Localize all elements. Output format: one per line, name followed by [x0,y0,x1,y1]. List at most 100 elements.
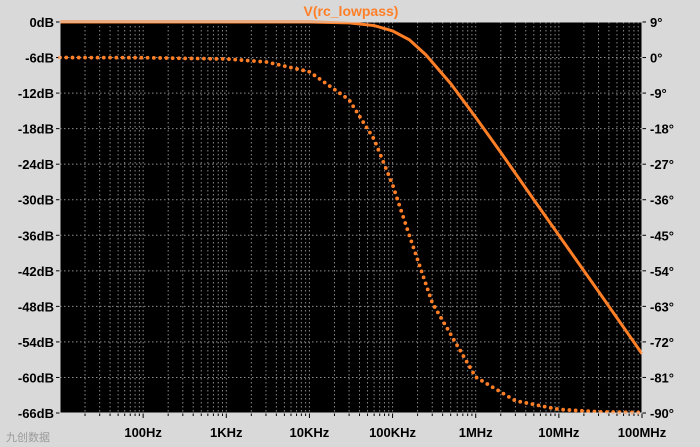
phase-dot [530,402,535,407]
phase-dot [381,159,386,164]
phase-dot [214,56,219,61]
y-left-tick-label: -30dB [18,193,54,208]
phase-dot [388,178,393,183]
x-axis: 100Hz 1KHz 10KHz 100KHz 1MHz 10MHz 100MHz [84,413,667,440]
phase-dot [401,215,406,219]
y-axis-left: 0dB -6dB -12dB -18dB -24dB -30dB -36dB -42dB -48… [18,15,60,421]
phase-dot [220,57,225,61]
phase-dot [170,56,175,61]
phase-dot [264,60,269,64]
phase-dot [425,287,430,292]
phase-dot [145,55,150,60]
phase-dot [354,109,359,114]
phase-dot [189,56,194,61]
phase-dot [506,394,511,399]
y-right-tick-label: 9° [650,15,662,30]
y-right-tick-label: -9° [650,86,667,101]
phase-dot [485,382,490,386]
phase-dot [351,104,356,109]
phase-dot [464,359,469,364]
y-right-tick-label: -72° [650,335,674,350]
phase-dot [405,227,410,232]
phase-dot [411,245,416,250]
phase-dot [270,61,275,66]
chart-title: V(rc_lowpass) [304,3,399,19]
y-axis-right: 9° 0° -9° -18° -27° -36° -45° -54° -63° -72° -81° -… [642,15,674,421]
phase-dot [393,190,397,195]
phase-dot [419,269,424,274]
phase-dot [276,62,281,67]
phase-dot [458,348,463,353]
phase-dot [573,408,578,413]
phase-dot [245,58,250,63]
phase-dot [415,257,420,262]
phase-dot [126,55,131,60]
phase-dot [327,84,332,89]
phase-dot [496,388,500,393]
phase-dot [567,408,572,412]
phase-dot [282,64,287,69]
phase-dot [397,202,402,207]
x-tick-label: 100MHz [618,425,667,440]
phase-dot [561,407,566,412]
phase-dot [467,365,472,369]
phase-dot [89,55,94,60]
phase-dot [151,55,156,60]
phase-dot [383,166,388,170]
phase-dot [239,58,244,62]
plot-frame [59,21,643,414]
x-tick-label: 1MHz [459,425,493,440]
phase-dot [176,56,181,61]
phase-dot [158,56,163,60]
phase-dot [338,91,342,96]
phase-dot [409,239,414,244]
y-right-tick-label: -27° [650,157,674,172]
phase-dot [586,409,591,414]
phase-dot [70,55,75,60]
phase-dot [386,172,391,176]
y-left-tick-label: -6dB [25,51,54,66]
phase-dot [501,391,506,396]
phase-trace [58,55,641,415]
phase-dot [289,65,293,70]
y-right-tick-label: 0° [650,51,662,66]
phase-dot [413,251,418,256]
x-tick-label: 100Hz [124,425,162,440]
phase-dot [442,321,447,326]
phase-dot [317,77,322,81]
y-left-tick-label: 0dB [29,15,54,30]
phase-dot [395,196,400,201]
phase-dot [312,73,317,78]
phase-dot [371,136,376,140]
phase-dot [474,375,479,380]
phase-dot [391,184,395,189]
y-left-tick-label: -36dB [18,228,54,243]
phase-dot [427,293,432,298]
phase-dot [378,153,383,158]
phase-dot [347,99,352,103]
phase-dot [208,56,213,61]
phase-dot [455,343,459,348]
y-left-tick-label: -48dB [18,299,54,314]
phase-dot [76,55,81,60]
phase-dot [617,410,622,415]
phase-dot [548,405,553,410]
y-right-tick-label: -63° [650,299,674,314]
x-tick-label: 10MHz [538,425,580,440]
x-tick-label: 100KHz [369,425,416,440]
y-left-tick-label: -60dB [18,370,54,385]
phase-dot [461,354,466,359]
phase-dot [451,337,456,342]
phase-dot [421,275,426,280]
grid [60,22,642,413]
phase-dot [295,67,299,71]
phase-dot [368,130,372,135]
phase-dot [480,378,484,383]
y-right-tick-label: -45° [650,228,674,243]
x-tick-label: 10KHz [290,425,330,440]
phase-dot [195,56,200,61]
y-left-tick-label: -42dB [18,264,54,279]
phase-dot [554,407,559,411]
phase-dot [403,221,408,225]
y-left-tick-label: -18dB [18,122,54,137]
